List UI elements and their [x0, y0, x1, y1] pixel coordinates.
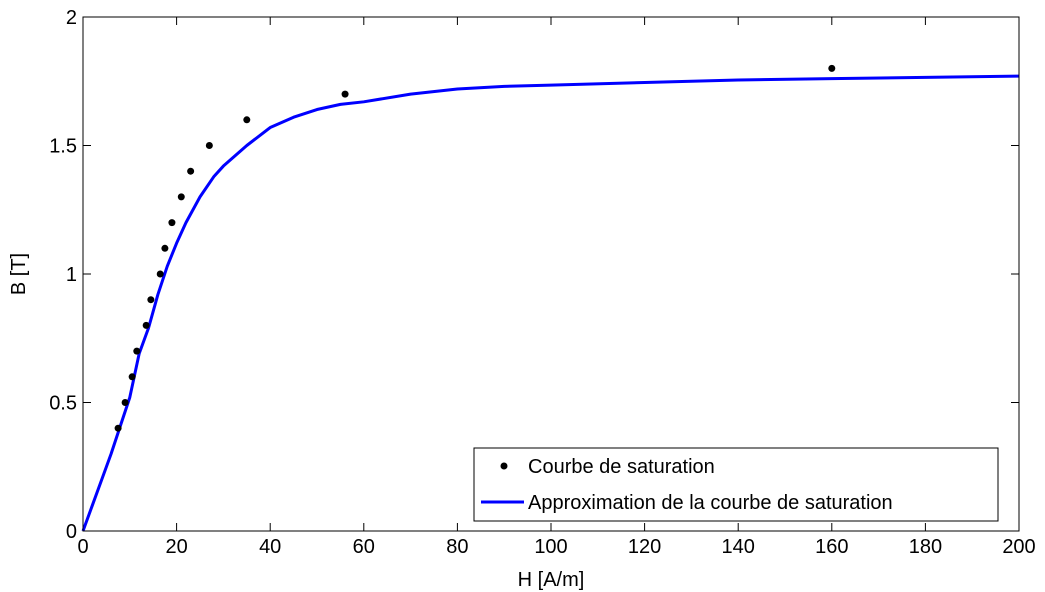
legend-label-courbe: Courbe de saturation	[528, 456, 715, 478]
data-point	[187, 167, 195, 175]
y-tick-label: 1	[66, 264, 77, 286]
data-point	[147, 296, 155, 304]
plot-area	[83, 17, 1019, 531]
y-tick-label: 0.5	[49, 393, 77, 415]
data-point	[156, 270, 164, 278]
data-point	[828, 64, 836, 72]
series-layer	[81, 64, 1020, 532]
x-axis: 0 20 40 60 80 100 120 140 160 180 200	[77, 17, 1036, 558]
data-point	[341, 90, 349, 98]
data-point	[121, 399, 129, 406]
data-point	[177, 193, 185, 201]
x-tick-label: 180	[909, 536, 942, 558]
legend: Courbe de saturation Approximation de la…	[473, 447, 999, 522]
x-tick-label: 0	[77, 536, 88, 558]
x-tick-label: 60	[353, 536, 375, 558]
x-tick-label: 80	[446, 536, 468, 558]
legend-label-approximation: Approximation de la courbe de saturation	[528, 492, 893, 514]
data-point	[128, 373, 136, 381]
x-tick-label: 100	[534, 536, 567, 558]
data-point	[114, 424, 122, 432]
x-axis-label: H [A/m]	[518, 569, 585, 591]
data-point	[133, 347, 141, 355]
y-axis: 0 0.5 1 1.5 2	[49, 7, 1019, 543]
y-tick-label: 0	[66, 521, 77, 543]
data-point	[142, 321, 150, 329]
data-point	[168, 219, 176, 227]
x-tick-label: 160	[815, 536, 848, 558]
legend-box	[473, 447, 999, 522]
x-tick-label: 120	[628, 536, 661, 558]
y-tick-label: 1.5	[49, 136, 77, 158]
x-tick-label: 20	[165, 536, 187, 558]
x-tick-label: 40	[259, 536, 281, 558]
x-tick-label: 200	[1002, 536, 1035, 558]
legend-marker-courbe	[500, 462, 508, 470]
data-point	[161, 244, 169, 252]
data-point	[243, 116, 251, 124]
y-tick-label: 2	[66, 7, 77, 29]
x-tick-label: 140	[722, 536, 755, 558]
y-axis-label: B [T]	[8, 253, 30, 295]
data-point	[205, 142, 213, 149]
